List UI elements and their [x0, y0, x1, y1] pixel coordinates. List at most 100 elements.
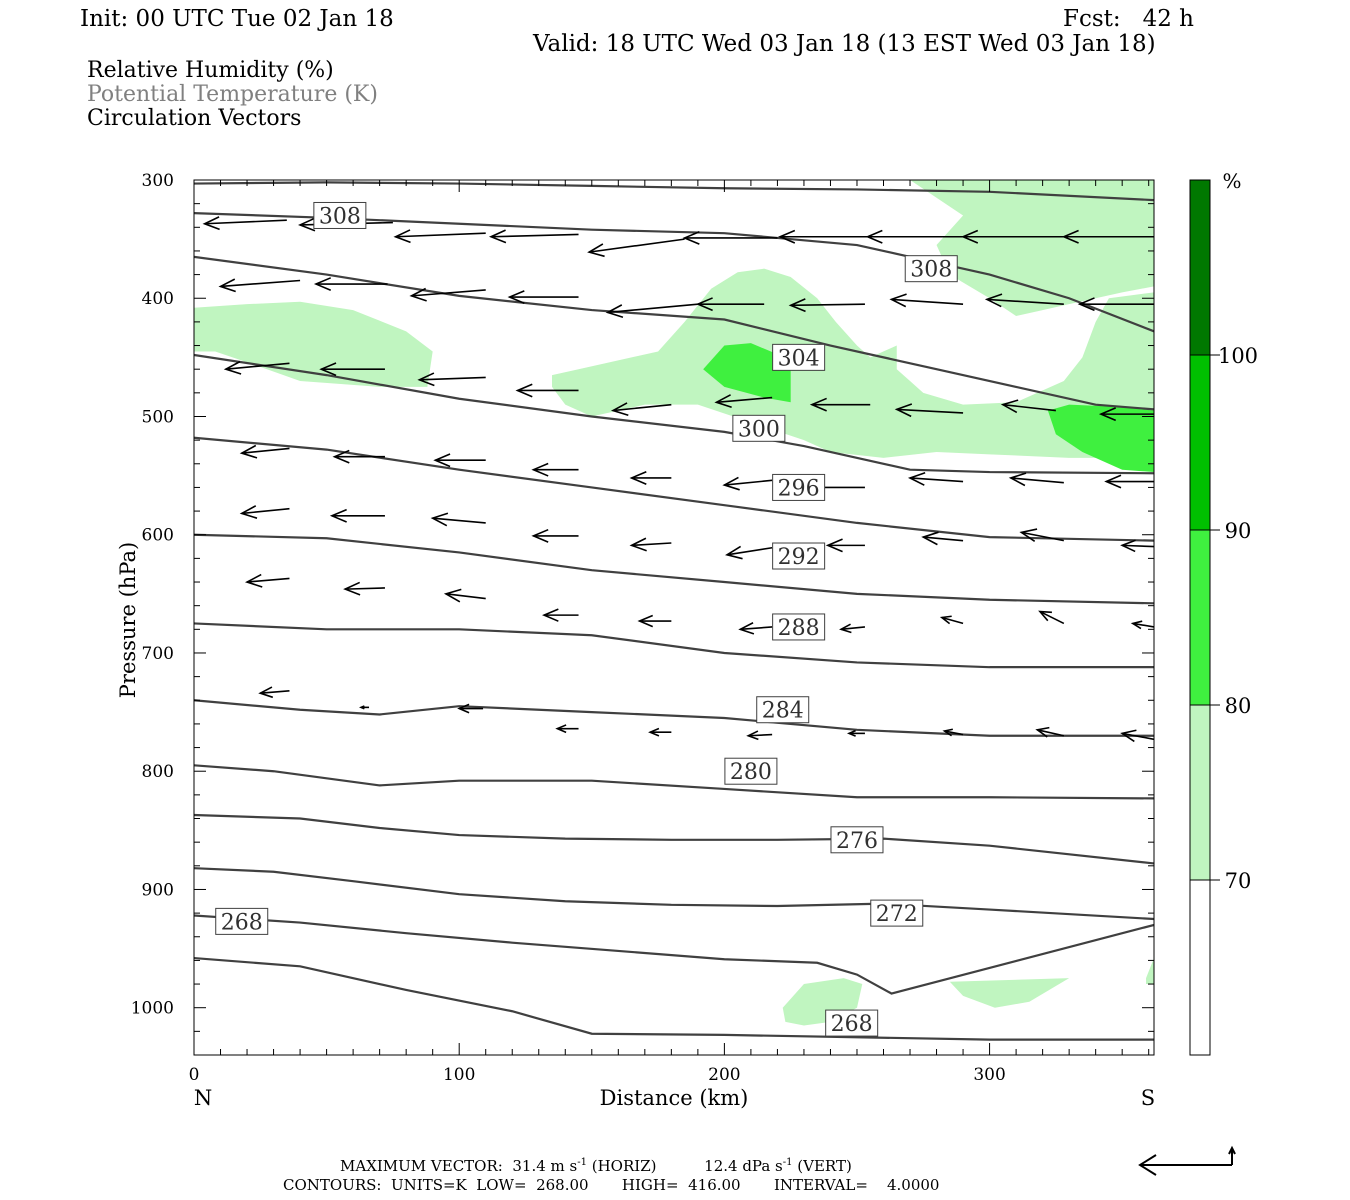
vector-head [961, 229, 979, 244]
vector-shaft [345, 587, 385, 590]
contour-label: 308 [910, 258, 952, 283]
y-tick-label: 300 [142, 171, 174, 191]
theta-contour-280 [194, 813, 1154, 865]
circulation-vector [1000, 399, 1056, 414]
vector-head [839, 623, 852, 634]
vector-head [433, 453, 451, 468]
vector-shaft [944, 730, 964, 736]
circulation-vector [329, 508, 385, 523]
vector-shaft [1122, 544, 1154, 548]
vector-shaft [490, 233, 579, 238]
circulation-vector [359, 705, 370, 710]
vector-shaft [607, 303, 698, 314]
circulation-vector [846, 729, 865, 737]
vector-shaft [790, 303, 865, 307]
circulation-vector [313, 277, 388, 292]
contour-label: 284 [762, 699, 804, 724]
y-tick-label: 800 [142, 762, 174, 782]
vector-head [846, 729, 856, 737]
circulation-vector [531, 462, 579, 477]
vector-head [1019, 528, 1038, 542]
circulation-vector [605, 303, 698, 319]
circulation-vector [443, 588, 486, 603]
vector-head [1061, 229, 1079, 244]
theta-contour-284 [194, 764, 1154, 800]
vector-head [258, 686, 274, 699]
contour-label: 288 [778, 616, 820, 641]
vector-head [1104, 474, 1122, 489]
vector-shaft [1002, 403, 1056, 412]
vector-head [1000, 399, 1019, 414]
theta-contour-288 [194, 699, 1154, 737]
vector-shaft [204, 219, 287, 225]
circulation-vector [542, 608, 579, 622]
vector-head [610, 402, 629, 417]
vector-head [218, 278, 236, 293]
y-tick-label: 400 [142, 289, 174, 309]
vector-shaft [260, 690, 290, 694]
y-tick-label: 700 [142, 644, 174, 664]
theta-contours [194, 181, 1154, 1041]
circulation-vector [1120, 539, 1154, 553]
legend-circulation-vectors: Circulation Vectors [87, 106, 302, 131]
circulation-vector [332, 449, 385, 464]
contour-label: 268 [831, 1012, 873, 1037]
contour-label: 268 [221, 910, 263, 935]
vector-head [1038, 610, 1052, 622]
vector-shaft [241, 507, 290, 515]
colorbar-band [1189, 704, 1211, 881]
colorbar-label: 90 [1225, 519, 1252, 543]
circulation-vector [865, 229, 964, 244]
circulation-vector [984, 293, 1064, 308]
circulation-vector [202, 216, 287, 231]
circulation-vector [610, 402, 672, 417]
circulation-vector [433, 453, 486, 468]
legend-potential-temperature: Potential Temperature (K) [87, 82, 378, 107]
vector-shaft [748, 733, 773, 737]
theta-contour-296 [194, 533, 1154, 605]
contour-label-box [830, 826, 884, 854]
y-tick-label: 500 [142, 407, 174, 427]
colorbar-band [1189, 179, 1211, 356]
vector-shaft [225, 362, 290, 370]
circulation-vector [319, 362, 385, 377]
vector-shaft [1021, 531, 1064, 542]
vector-head [1008, 472, 1027, 487]
vector-head [239, 444, 258, 459]
circulation-vector [825, 538, 865, 553]
circulation-vector [1120, 729, 1154, 743]
vector-head [409, 287, 427, 302]
circulation-vector [961, 229, 1070, 244]
vector-shaft [411, 289, 486, 297]
vector-head [223, 360, 242, 375]
vector-head [329, 508, 347, 523]
vector-shaft [896, 408, 964, 414]
circulation-vector [343, 581, 385, 596]
valid-time: Valid: 18 UTC Wed 03 Jan 18 (13 EST Wed … [533, 31, 1156, 57]
colorbar-band [1189, 529, 1211, 706]
vector-shaft [612, 403, 672, 412]
x-tick-label: 300 [973, 1065, 1005, 1085]
contour-label-box [772, 343, 826, 371]
vector-head [809, 397, 827, 412]
vector-head [894, 403, 913, 418]
contour-label: 308 [319, 204, 361, 229]
colorbar-label: 80 [1225, 694, 1252, 718]
plot-frame [193, 179, 1155, 1056]
forecast-hour: Fcst: 42 h [1063, 6, 1194, 32]
circulation-vector [637, 614, 672, 628]
vector-head [778, 229, 796, 244]
circulation-vector [430, 512, 486, 527]
theta-contour-308 [194, 255, 1154, 411]
circulation-vector [244, 573, 290, 588]
reference-vector-icon [1138, 1145, 1236, 1176]
vector-shaft [419, 376, 486, 381]
vector-head [332, 449, 350, 464]
circulation-vector [942, 728, 964, 737]
init-time: Init: 00 UTC Tue 02 Jan 18 [80, 6, 394, 32]
vector-shaft [909, 477, 964, 483]
vector-head [515, 383, 533, 398]
circulation-vector [889, 293, 964, 308]
contour-label: 280 [730, 760, 772, 785]
